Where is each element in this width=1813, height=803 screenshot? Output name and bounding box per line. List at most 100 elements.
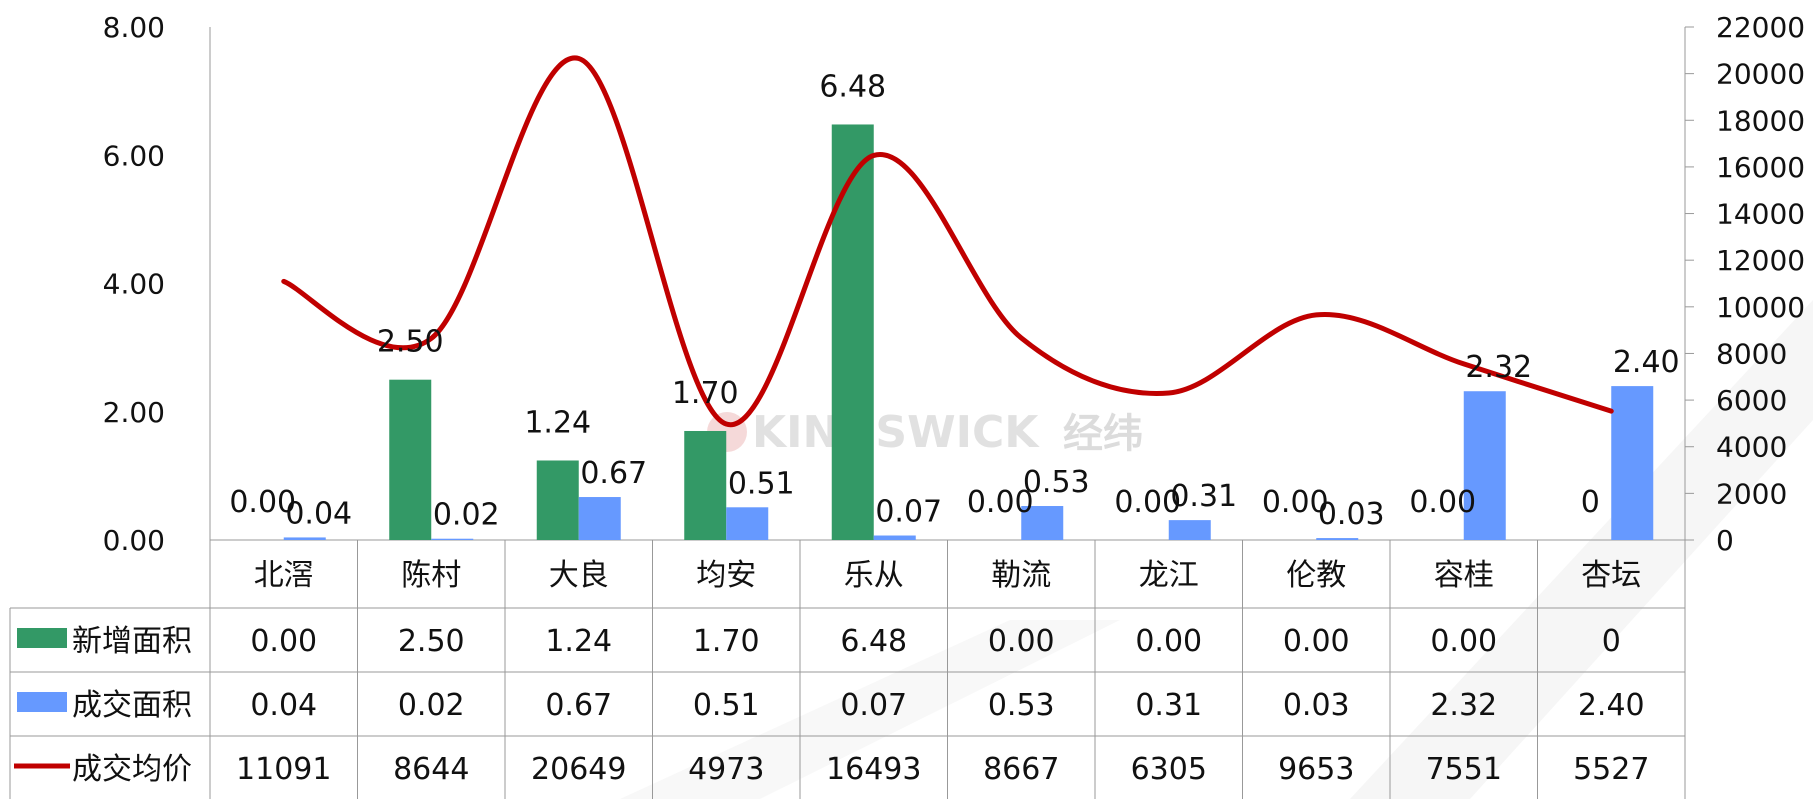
watermark-cn: 经纬: [1063, 411, 1143, 457]
bar-deal-area: [726, 507, 769, 540]
label-new-area: 1.24: [524, 405, 591, 440]
label-deal-area: 0.67: [580, 456, 647, 491]
legend-key-deal-area: [17, 692, 67, 712]
table-cell: 0.00: [1135, 624, 1202, 659]
table-cell: 16493: [826, 752, 921, 787]
table-cell: 0: [1602, 624, 1621, 659]
right-tick-label: 22000: [1716, 11, 1805, 44]
table-cell: 0.00: [988, 624, 1055, 659]
table-cell: 0.04: [250, 688, 317, 723]
table-cell: 0.00: [250, 624, 317, 659]
table-cell: 1.70: [693, 624, 760, 659]
right-tick-label: 12000: [1716, 244, 1805, 277]
label-deal-area: 0.07: [875, 495, 942, 530]
table-cell: 11091: [236, 752, 331, 787]
legend-label: 成交面积: [72, 688, 192, 723]
table-cell: 2.40: [1578, 688, 1645, 723]
legend-label: 成交均价: [72, 752, 192, 787]
bg-stripe: [620, 620, 1120, 799]
label-deal-area: 2.40: [1613, 345, 1680, 380]
bar-deal-area: [1168, 520, 1211, 540]
bar-deal-area: [873, 535, 916, 540]
label-new-area: 1.70: [672, 376, 739, 411]
label-deal-area: 0.31: [1170, 479, 1237, 514]
label-new-area: 0: [1581, 485, 1600, 520]
label-new-area: 0.00: [967, 485, 1034, 520]
right-tick-label: 10000: [1716, 291, 1805, 324]
label-new-area: 0.00: [1114, 485, 1181, 520]
bar-deal-area: [283, 537, 326, 540]
left-tick-label: 8.00: [103, 11, 165, 44]
table-cell: 8644: [393, 752, 469, 787]
label-new-area: 0.00: [1262, 485, 1329, 520]
bar-deal-area: [431, 538, 474, 540]
table-cell: 0.51: [693, 688, 760, 723]
table-cell: 6305: [1131, 752, 1207, 787]
category-label: 伦教: [1286, 558, 1346, 593]
right-tick-label: 14000: [1716, 198, 1805, 231]
table-cell: 0.02: [398, 688, 465, 723]
bg-stripe: [1350, 300, 1813, 799]
bar-new-area: [684, 430, 727, 540]
right-tick-label: 18000: [1716, 104, 1805, 137]
background-stripes: [620, 300, 1813, 799]
bar-new-area: [389, 379, 432, 540]
series-line-avg-price: [281, 55, 1614, 427]
table-cell: 0.07: [840, 688, 907, 723]
data-labels: 0.000.042.500.021.240.671.700.516.480.07…: [229, 69, 1679, 532]
table-cell: 20649: [531, 752, 626, 787]
watermark-logo: KINGSWICK 经纬: [707, 407, 1143, 458]
table-cell: 9653: [1278, 752, 1354, 787]
legend-key-new-area: [17, 628, 67, 648]
bar-new-area: [831, 124, 874, 540]
table-cell: 2.32: [1430, 688, 1497, 723]
label-deal-area: 0.02: [433, 498, 500, 533]
label-new-area: 6.48: [819, 69, 886, 104]
bar-deal-area: [1021, 506, 1064, 540]
table-cell: 0.00: [1430, 624, 1497, 659]
label-deal-area: 0.04: [285, 496, 352, 531]
bar-new-area: [536, 460, 579, 540]
table-cell: 6.48: [840, 624, 907, 659]
category-label: 陈村: [401, 558, 461, 593]
bars: [283, 124, 1654, 540]
category-label: 杏坛: [1581, 558, 1641, 593]
category-label: 大良: [549, 558, 609, 593]
left-tick-label: 2.00: [103, 396, 165, 429]
table-cell: 0.00: [1283, 624, 1350, 659]
price-line: [281, 55, 1614, 427]
legend-label: 新增面积: [72, 624, 192, 659]
axes: 0.00 2.00 4.00 6.00 8.00 0 2000 4000 6000 8000 100…: [103, 11, 1805, 557]
left-tick-label: 6.00: [103, 139, 165, 172]
bar-deal-area: [1611, 386, 1654, 540]
label-new-area: 2.50: [377, 325, 444, 360]
table-cell: 0.67: [545, 688, 612, 723]
category-label: 北滘: [254, 558, 314, 593]
bar-deal-area: [578, 497, 621, 540]
right-tick-label: 0: [1716, 524, 1734, 557]
table-cell: 0.03: [1283, 688, 1350, 723]
left-tick-label: 4.00: [103, 268, 165, 301]
label-new-area: 0.00: [229, 485, 296, 520]
bar-deal-area: [1316, 538, 1359, 540]
label-deal-area: 0.51: [728, 466, 795, 501]
right-tick-label: 2000: [1716, 477, 1787, 510]
category-label: 乐从: [844, 558, 904, 593]
table-cell: 5527: [1573, 752, 1649, 787]
category-label: 勒流: [991, 558, 1051, 593]
right-tick-label: 4000: [1716, 431, 1787, 464]
right-tick-label: 6000: [1716, 384, 1787, 417]
table-cell: 0.31: [1135, 688, 1202, 723]
table-cell: 2.50: [398, 624, 465, 659]
bar-deal-area: [1463, 391, 1506, 540]
right-tick-label: 20000: [1716, 58, 1805, 91]
table-cell: 4973: [688, 752, 764, 787]
category-label: 龙江: [1139, 558, 1199, 593]
label-new-area: 0.00: [1409, 485, 1476, 520]
table-cell: 1.24: [545, 624, 612, 659]
watermark-brand: KINGSWICK: [752, 407, 1040, 458]
label-deal-area: 0.03: [1318, 497, 1385, 532]
right-tick-label: 8000: [1716, 337, 1787, 370]
